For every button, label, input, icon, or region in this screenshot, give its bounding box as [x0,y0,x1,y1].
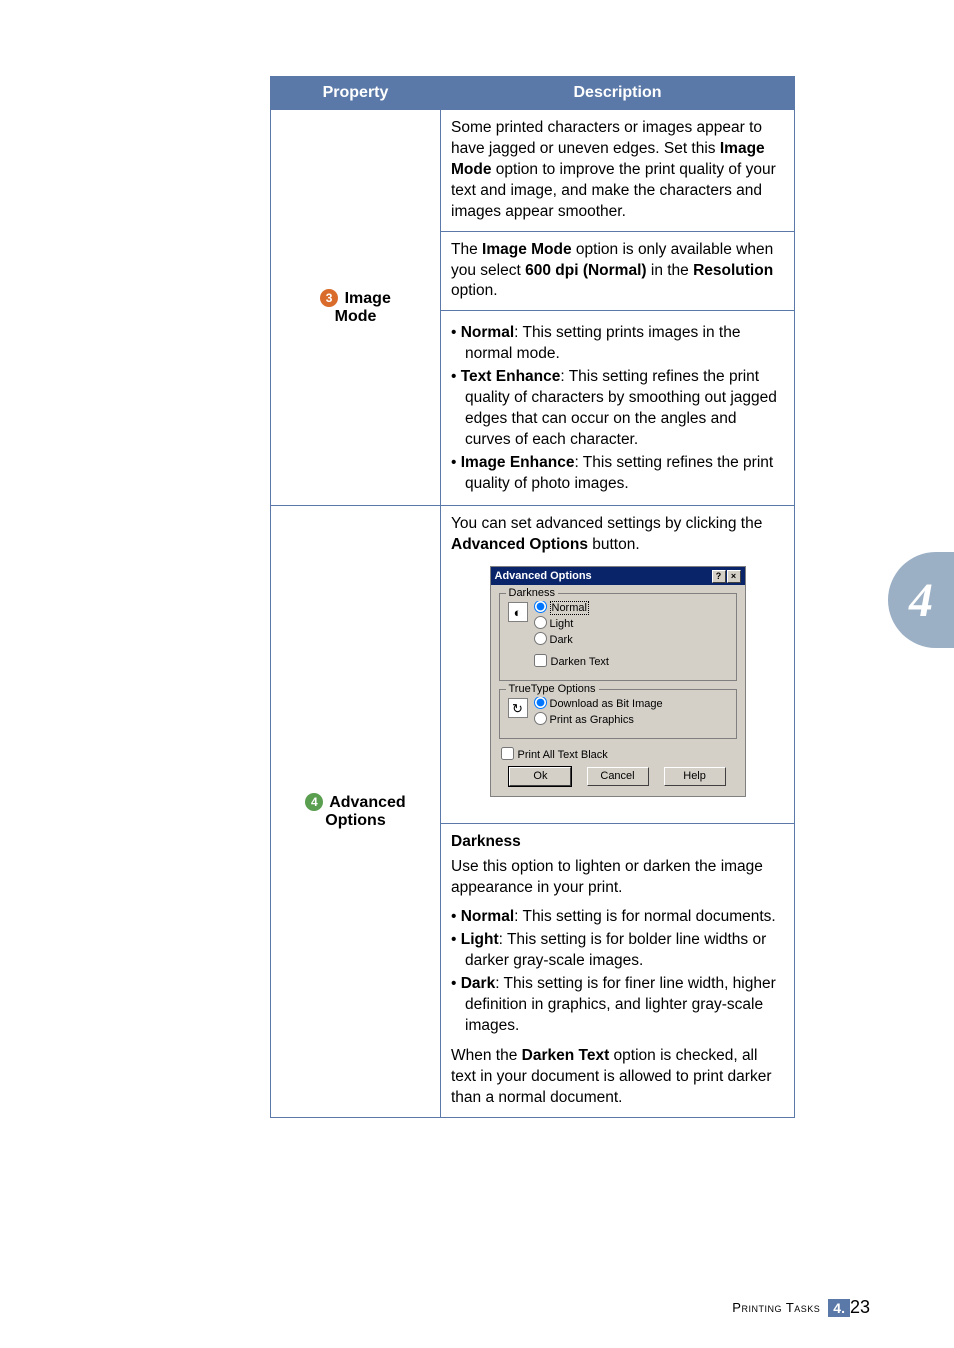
truetype-group: TrueType Options ↻ Download as Bit Image… [499,689,737,739]
image-mode-para1: Some printed characters or images appear… [441,110,794,232]
dialog-title: Advanced Options [495,569,592,584]
label-image: Image [345,290,391,307]
checkbox-darken-text[interactable]: Darken Text [534,654,610,670]
page-footer: Printing Tasks 4.23 [732,1297,870,1318]
radio-tt-graphics[interactable]: Print as Graphics [534,712,663,728]
label-options: Options [325,812,385,829]
property-advanced-options: 4 Advanced Options [271,505,441,1117]
cancel-button[interactable]: Cancel [587,767,649,786]
help-button[interactable]: Help [664,767,726,786]
property-image-mode: 3 Image Mode [271,110,441,506]
image-mode-para2: The Image Mode option is only available … [441,232,794,312]
dialog-help-icon[interactable]: ? [712,570,726,583]
properties-table: Property Description 3 Image Mode Some p… [270,76,795,1118]
header-property: Property [271,77,441,110]
ok-button[interactable]: Ok [509,767,571,786]
radio-darkness-light[interactable]: Light [534,616,610,632]
adv-intro: You can set advanced settings by clickin… [451,514,784,556]
marker-4-icon: 4 [305,793,323,811]
radio-darkness-dark[interactable]: Dark [534,632,610,648]
marker-3-icon: 3 [320,289,338,307]
checkbox-print-all-black[interactable]: Print All Text Black [501,747,745,763]
label-mode: Mode [335,308,377,325]
dialog-close-icon[interactable]: × [727,570,741,583]
advanced-options-dialog: Advanced Options ? × Darkness ◐ [490,566,746,798]
truetype-icon: ↻ [508,698,528,718]
image-mode-bullets: Normal: This setting prints images in th… [441,311,794,504]
radio-darkness-normal[interactable]: Normal [534,600,610,616]
darkness-group: Darkness ◐ Normal Light Dark Darken Text [499,593,737,681]
header-description: Description [441,77,795,110]
darkness-icon: ◐ [508,602,528,622]
darkness-description: Darkness Use this option to lighten or d… [441,824,794,1117]
label-advanced: Advanced [329,794,405,811]
radio-tt-bitimage[interactable]: Download as Bit Image [534,696,663,712]
